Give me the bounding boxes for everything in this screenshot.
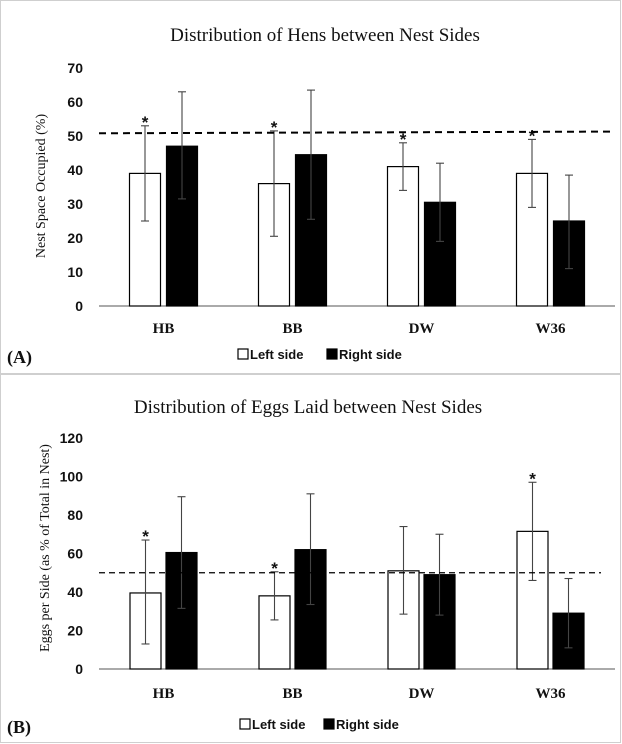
significance-star: *	[142, 113, 149, 132]
x-category-label: HB	[153, 321, 175, 337]
legend-swatch-left	[239, 718, 251, 730]
x-category-label: HB	[153, 686, 175, 702]
legend-label-left: Left side	[250, 347, 303, 362]
legend-swatch-left	[237, 348, 249, 360]
significance-star: *	[400, 130, 407, 149]
y-tick-label: 20	[67, 230, 83, 246]
chart-b-y-axis-label: Eggs per Side (as % of Total in Nest)	[38, 444, 53, 652]
y-tick-label: 10	[67, 264, 83, 280]
x-category-label: W36	[536, 321, 567, 337]
legend-label-left: Left side	[252, 717, 305, 732]
x-category-label: W36	[536, 686, 567, 702]
y-tick-label: 60	[67, 546, 83, 562]
x-category-label: DW	[409, 321, 435, 337]
chart-b-svg: Distribution of Eggs Laid between Nest S…	[7, 397, 615, 738]
y-tick-label: 20	[67, 623, 83, 639]
y-tick-label: 60	[67, 94, 83, 110]
y-tick-label: 40	[67, 162, 83, 178]
significance-star: *	[529, 469, 536, 488]
x-category-label: BB	[282, 686, 302, 702]
y-tick-label: 80	[67, 507, 83, 523]
y-tick-label: 0	[75, 298, 83, 314]
legend-swatch-right	[326, 348, 338, 360]
significance-star: *	[529, 126, 536, 145]
legend-swatch-right	[323, 718, 335, 730]
significance-star: *	[271, 559, 278, 578]
significance-star: *	[142, 527, 149, 546]
chart-a-legend: Left side Right side	[237, 347, 402, 362]
chart-a-panel-label: (A)	[7, 347, 32, 368]
y-tick-label: 30	[67, 196, 83, 212]
chart-panel-a: Distribution of Hens between Nest Sides …	[0, 0, 621, 374]
chart-b-title: Distribution of Eggs Laid between Nest S…	[134, 397, 482, 418]
reference-line-50	[98, 130, 614, 135]
chart-a-plot: 0 10 20 30 40 50 60 70 * HB * BB * DW * W36	[67, 60, 615, 337]
chart-b-panel-label: (B)	[7, 717, 31, 738]
x-category-label: BB	[282, 321, 302, 337]
significance-star: *	[271, 118, 278, 137]
x-category-label: DW	[409, 686, 435, 702]
legend-label-right: Right side	[339, 347, 402, 362]
legend-label-right: Right side	[336, 717, 399, 732]
chart-b-legend: Left side Right side	[239, 717, 399, 732]
y-tick-label: 70	[67, 60, 83, 76]
chart-a-title: Distribution of Hens between Nest Sides	[170, 25, 480, 46]
chart-b-plot: 0 20 40 60 80 100 120 * HB * BB DW * W36	[60, 430, 615, 702]
chart-a-svg: Distribution of Hens between Nest Sides …	[7, 25, 615, 368]
chart-panel-b: Distribution of Eggs Laid between Nest S…	[0, 374, 621, 743]
y-tick-label: 100	[60, 469, 84, 485]
y-tick-label: 40	[67, 584, 83, 600]
chart-a-y-axis-label: Nest Space Occupied (%)	[34, 114, 49, 259]
y-tick-label: 0	[75, 661, 83, 677]
y-tick-label: 120	[60, 430, 84, 446]
y-tick-label: 50	[67, 128, 83, 144]
